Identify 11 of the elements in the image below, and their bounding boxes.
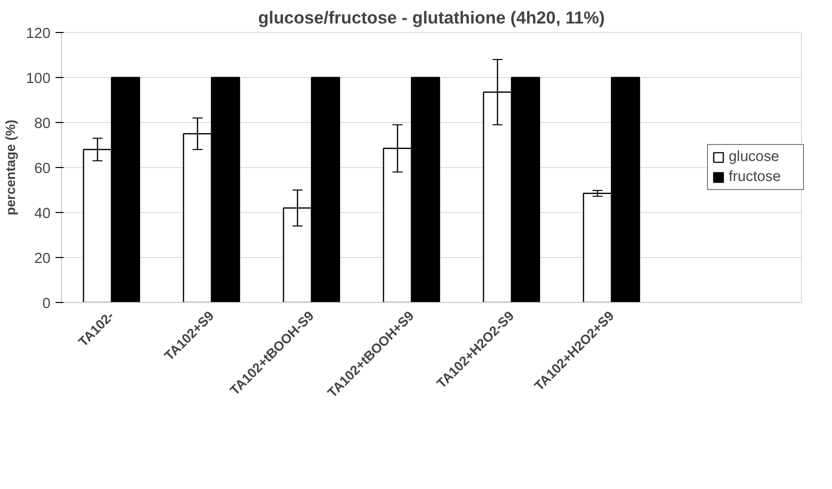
y-tick-label: 120: [26, 26, 51, 42]
legend-label: glucose: [728, 149, 780, 165]
y-tick-label: 20: [34, 251, 51, 267]
y-tick-label: 80: [34, 116, 51, 132]
y-tick-label: 60: [34, 161, 51, 177]
legend-label: fructose: [728, 169, 782, 185]
chart-title: glucose/fructose - glutathione (4h20, 11%): [258, 8, 605, 28]
y-tick-label: 40: [34, 206, 51, 222]
y-tick-label: 100: [26, 71, 51, 87]
y-tick-label: 0: [42, 296, 51, 312]
y-axis-title: percentage (%): [3, 120, 18, 216]
